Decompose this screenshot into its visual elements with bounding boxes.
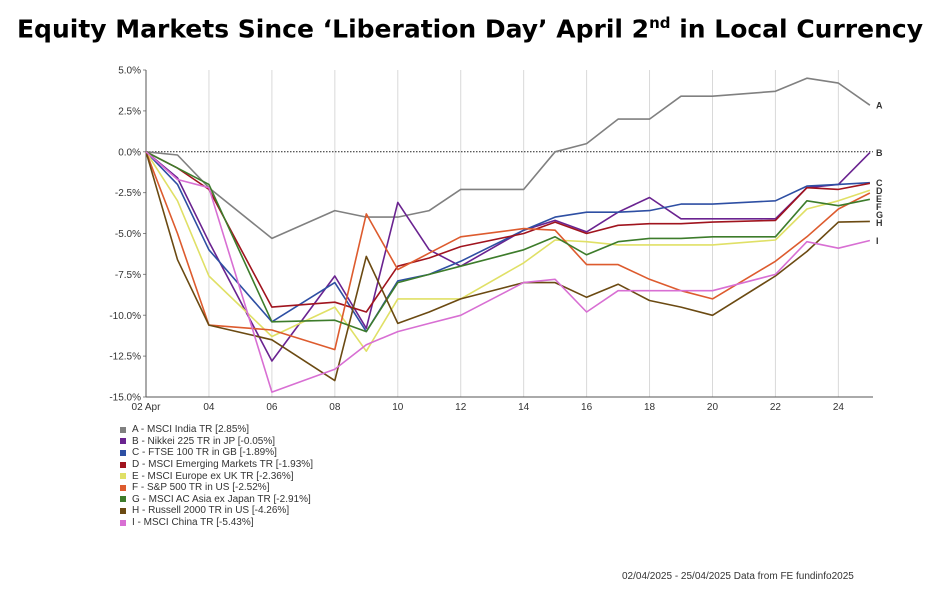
- legend-swatch: [120, 519, 126, 526]
- x-tick-label: 10: [392, 402, 404, 413]
- chart-legend: A - MSCI India TR [2.85%] B - Nikkei 225 …: [120, 424, 313, 528]
- series-end-label: B: [876, 148, 883, 158]
- legend-label: D - MSCI Emerging Markets TR [-1.93%]: [132, 459, 313, 471]
- chart-title-superscript: nd: [649, 14, 671, 32]
- series-end-label: D: [876, 186, 883, 196]
- legend-label: F - S&P 500 TR in US [-2.52%]: [132, 482, 270, 494]
- chart-title: Equity Markets Since ‘Liberation Day’ Ap…: [0, 14, 940, 43]
- series-end-label: H: [876, 218, 883, 228]
- x-tick-label: 18: [644, 402, 656, 413]
- chart-title-suffix: in Local Currency: [670, 14, 923, 44]
- y-tick-label: -7.5%: [115, 270, 141, 281]
- y-tick-label: 2.5%: [118, 106, 141, 117]
- chart-title-main: Equity Markets Since ‘Liberation Day’ Ap…: [16, 14, 650, 44]
- legend-swatch: [120, 438, 126, 445]
- y-tick-label: -10.0%: [109, 311, 141, 322]
- series-end-label: E: [876, 194, 882, 204]
- series-end-label: C: [876, 178, 883, 188]
- y-tick-label: -15.0%: [109, 393, 141, 404]
- y-tick-label: 5.0%: [118, 66, 141, 77]
- y-tick-label: -5.0%: [115, 229, 141, 240]
- legend-swatch: [120, 461, 126, 468]
- legend-label: G - MSCI AC Asia ex Japan TR [-2.91%]: [132, 493, 311, 505]
- legend-item: H - Russell 2000 TR in US [-4.26%]: [120, 505, 313, 517]
- x-tick-label: 14: [518, 402, 530, 413]
- legend-swatch: [120, 449, 126, 456]
- series-line-g: [145, 151, 871, 333]
- legend-swatch: [120, 426, 126, 433]
- legend-item: C - FTSE 100 TR in GB [-1.89%]: [120, 447, 313, 459]
- series-line-c: [145, 151, 870, 333]
- series-end-label: I: [876, 236, 879, 246]
- series-line-h: [145, 151, 870, 382]
- series-line-f: [145, 151, 871, 351]
- legend-swatch: [120, 484, 126, 491]
- legend-swatch: [120, 473, 126, 480]
- data-source-footer: 02/04/2025 - 25/04/2025 Data from FE fun…: [622, 571, 854, 582]
- series-end-label: G: [876, 210, 883, 220]
- legend-label: E - MSCI Europe ex UK TR [-2.36%]: [132, 470, 294, 482]
- x-tick-label: 24: [833, 402, 845, 413]
- legend-item: D - MSCI Emerging Markets TR [-1.93%]: [120, 459, 313, 471]
- series-line-d: [145, 151, 871, 313]
- legend-item: E - MSCI Europe ex UK TR [-2.36%]: [120, 470, 313, 482]
- series-line-b: [145, 151, 871, 362]
- legend-item: I - MSCI China TR [-5.43%]: [120, 517, 313, 529]
- y-tick-label: 0.0%: [118, 147, 141, 158]
- legend-label: A - MSCI India TR [2.85%]: [132, 424, 250, 436]
- y-tick-label: -2.5%: [115, 188, 141, 199]
- x-tick-label: 16: [581, 402, 593, 413]
- legend-label: B - Nikkei 225 TR in JP [-0.05%]: [132, 435, 276, 447]
- legend-label: C - FTSE 100 TR in GB [-1.89%]: [132, 447, 277, 459]
- series-line-a: [145, 77, 871, 240]
- series-end-label: A: [876, 101, 883, 111]
- x-tick-label: 04: [203, 402, 215, 413]
- legend-item: B - Nikkei 225 TR in JP [-0.05%]: [120, 436, 313, 448]
- x-tick-label: 06: [266, 402, 278, 413]
- x-tick-label: 20: [707, 402, 719, 413]
- legend-swatch: [120, 507, 126, 514]
- legend-item: G - MSCI AC Asia ex Japan TR [-2.91%]: [120, 494, 313, 506]
- legend-item: F - S&P 500 TR in US [-2.52%]: [120, 482, 313, 494]
- y-tick-label: -12.5%: [109, 352, 141, 363]
- x-tick-label: 12: [455, 402, 467, 413]
- legend-item: A - MSCI India TR [2.85%]: [120, 424, 313, 436]
- x-tick-label: 08: [329, 402, 341, 413]
- legend-swatch: [120, 496, 126, 503]
- legend-label: H - Russell 2000 TR in US [-4.26%]: [132, 505, 290, 517]
- legend-label: I - MSCI China TR [-5.43%]: [132, 517, 254, 529]
- series-line-e: [145, 151, 871, 353]
- series-end-label: F: [876, 202, 882, 212]
- x-tick-label: 22: [770, 402, 782, 413]
- series-line-i: [145, 151, 871, 393]
- x-tick-label: 02 Apr: [132, 402, 162, 413]
